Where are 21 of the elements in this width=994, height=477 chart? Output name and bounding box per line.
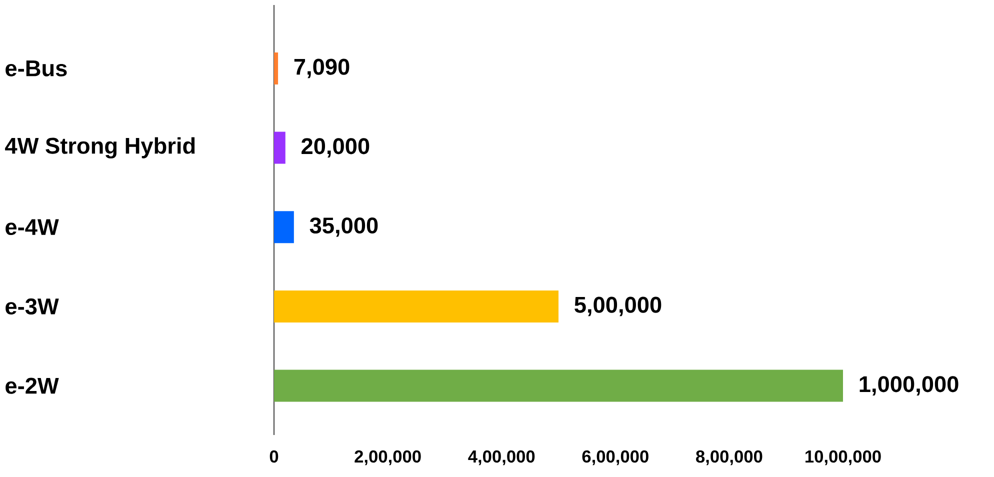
data-label: 5,00,000 bbox=[574, 296, 662, 316]
x-tick-label: 8,00,000 bbox=[696, 450, 762, 466]
y-tick-label: 4W Strong Hybrid bbox=[5, 137, 195, 158]
x-tick-label: 2,00,000 bbox=[354, 450, 421, 466]
x-tick-label: 10,00,000 bbox=[806, 450, 881, 466]
data-label: 1,000,000 bbox=[860, 376, 958, 396]
y-tick-label: e-Bus bbox=[6, 60, 67, 76]
y-tick-label: e-4W bbox=[6, 219, 59, 236]
bar bbox=[274, 370, 843, 402]
y-tick-label: e-3W bbox=[6, 298, 59, 315]
data-label: 7,090 bbox=[294, 58, 350, 78]
data-label: 20,000 bbox=[302, 138, 370, 158]
x-tick-label: 6,00,000 bbox=[582, 450, 648, 466]
x-tick-label: 4,00,000 bbox=[468, 450, 535, 466]
bar bbox=[274, 52, 278, 84]
bar bbox=[274, 211, 294, 244]
bar bbox=[274, 132, 286, 164]
data-label: 35,000 bbox=[310, 217, 378, 237]
x-tick-label: 0 bbox=[270, 450, 278, 463]
y-tick-label: e-2W bbox=[6, 378, 59, 394]
bar bbox=[274, 290, 559, 322]
